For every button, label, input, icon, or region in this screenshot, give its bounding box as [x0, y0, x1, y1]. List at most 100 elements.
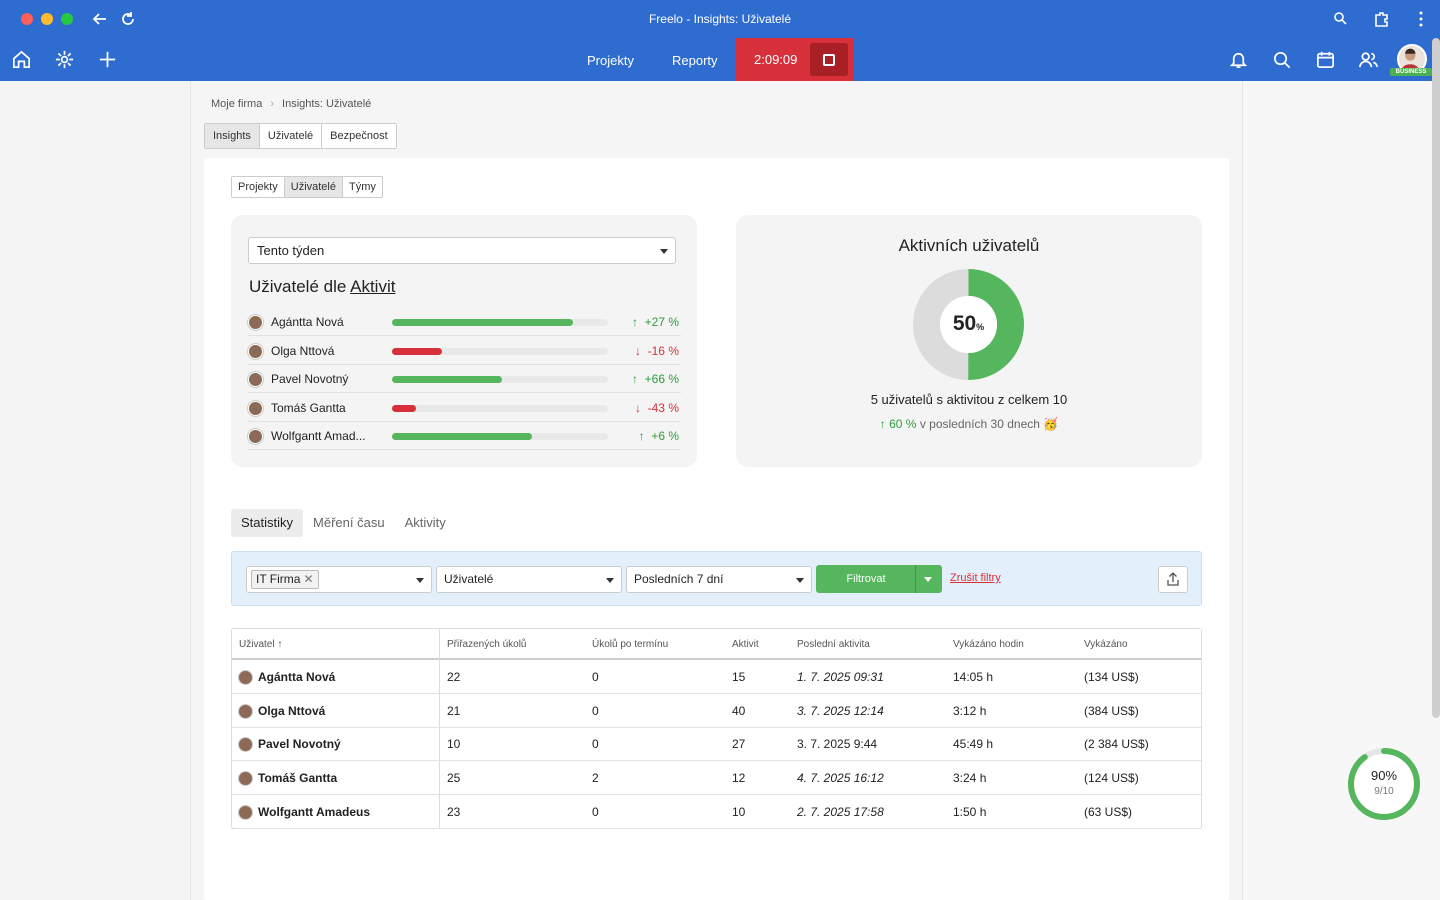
stats-tabs: Statistiky Měření času Aktivity: [231, 509, 456, 537]
cell-user[interactable]: Wolfgantt Amadeus: [258, 804, 371, 819]
insight-type-tabs: Projekty Uživatelé Týmy: [231, 176, 383, 198]
gear-icon[interactable]: [54, 49, 75, 70]
running-timer[interactable]: 2:09:09: [736, 38, 854, 81]
users-filter-select[interactable]: Uživatelé: [436, 566, 622, 593]
cell-amount: (63 US$): [1084, 804, 1133, 819]
activity-user-name[interactable]: Agántta Nová: [271, 315, 344, 329]
cell-user[interactable]: Olga Nttová: [258, 703, 326, 718]
chevron-down-icon: [660, 249, 668, 254]
export-button[interactable]: [1158, 566, 1188, 593]
calendar-icon[interactable]: [1315, 49, 1336, 70]
plus-icon[interactable]: [97, 49, 118, 70]
filter-dropdown-chevron-icon[interactable]: [924, 577, 932, 582]
col-amount-header[interactable]: Vykázáno: [1084, 639, 1128, 650]
activity-user-name[interactable]: Olga Nttová: [271, 343, 335, 358]
bell-icon[interactable]: [1228, 49, 1249, 70]
tab-statistics[interactable]: Statistiky: [231, 509, 304, 537]
activity-user-name[interactable]: Pavel Novotný: [271, 372, 349, 386]
activity-delta: ↑ +6 %: [609, 429, 679, 443]
filter-button[interactable]: Filtrovat: [816, 565, 942, 593]
filter-button-divider: [915, 565, 916, 593]
cell-last-activity: 4. 7. 2025 16:12: [797, 771, 884, 786]
cell-activities: 10: [732, 804, 746, 819]
col-assigned-header[interactable]: Přiřazených úkolů: [447, 639, 527, 650]
user-avatar-icon: [239, 671, 252, 684]
activity-user-name[interactable]: Wolfgantt Amad...: [271, 429, 366, 443]
stop-timer-button[interactable]: [810, 43, 848, 76]
zoom-window-button[interactable]: [61, 13, 73, 25]
close-window-button[interactable]: [21, 13, 33, 25]
clear-filters-link[interactable]: Zrušit filtry: [950, 572, 1001, 584]
activity-delta-value: +66 %: [644, 372, 679, 386]
col-activities-header[interactable]: Aktivit: [732, 639, 759, 650]
zoom-magnifier-icon[interactable]: [1331, 9, 1351, 29]
tab-insight-users[interactable]: Uživatelé: [284, 177, 343, 197]
user-stats-table: Uživatel ↑ Přiřazených úkolů Úkolů po te…: [231, 628, 1202, 829]
col-last-activity-header[interactable]: Poslední aktivita: [797, 639, 870, 650]
user-column-divider: [439, 629, 440, 828]
period-filter-select[interactable]: Posledních 7 dní: [626, 566, 812, 593]
onboarding-progress-badge[interactable]: 90% 9/10: [1347, 747, 1421, 821]
reload-icon[interactable]: [118, 9, 138, 29]
activity-user-row: Tomáš Gantta ↓ -43 %: [248, 394, 681, 422]
company-chip: IT Firma ✕: [251, 570, 319, 589]
cell-overdue: 0: [592, 804, 599, 819]
cell-overdue: 0: [592, 703, 599, 718]
tab-activities[interactable]: Aktivity: [404, 515, 446, 530]
minimize-window-button[interactable]: [41, 13, 53, 25]
nav-reports-link[interactable]: Reporty: [672, 53, 718, 68]
tab-time-tracking[interactable]: Měření času: [313, 515, 385, 530]
arrow-down-icon: ↓: [634, 400, 641, 415]
period-filter-value: Posledních 7 dní: [634, 572, 724, 586]
cell-hours: 14:05 h: [953, 670, 994, 684]
cell-user[interactable]: Agántta Nová: [258, 670, 336, 684]
back-arrow-icon[interactable]: [90, 9, 110, 29]
donut-active-arc: [913, 269, 1024, 380]
col-overdue-header[interactable]: Úkolů po termínu: [592, 639, 669, 650]
extensions-icon[interactable]: [1372, 9, 1392, 29]
home-icon[interactable]: [11, 49, 32, 70]
col-hours-header[interactable]: Vykázáno hodin: [953, 639, 1024, 650]
breadcrumb: Moje firma › Insights: Uživatelé: [211, 98, 371, 110]
col-user-header[interactable]: Uživatel ↑: [239, 639, 283, 650]
cell-assigned: 21: [447, 703, 461, 718]
user-avatar-icon: [239, 738, 252, 752]
tab-insights[interactable]: Insights: [205, 124, 260, 148]
more-vertical-icon[interactable]: [1411, 9, 1431, 29]
breadcrumb-current: Insights: Uživatelé: [282, 98, 372, 110]
company-filter-select[interactable]: IT Firma ✕: [246, 566, 432, 593]
nav-projects-link[interactable]: Projekty: [587, 53, 634, 68]
chip-remove-icon[interactable]: ✕: [303, 572, 314, 586]
cell-assigned: 25: [447, 771, 461, 786]
cell-user[interactable]: Tomáš Gantta: [258, 771, 338, 786]
share-export-icon: [1167, 572, 1179, 586]
tab-security[interactable]: Bezpečnost: [330, 130, 388, 142]
donut-hole: [940, 296, 997, 353]
breadcrumb-root[interactable]: Moje firma: [211, 98, 263, 110]
tab-teams[interactable]: Týmy: [349, 181, 376, 193]
activity-delta: ↓ -43 %: [609, 401, 679, 415]
cell-last-activity: 1. 7. 2025 09:31: [797, 670, 884, 684]
activity-user-row: Pavel Novotný ↑ +66 %: [248, 365, 681, 393]
stop-icon: [823, 53, 835, 66]
business-badge: BUSINESS: [1390, 68, 1432, 76]
activity-bar-fill: [392, 347, 442, 355]
period-select[interactable]: Tento týden: [248, 237, 676, 264]
arrow-up-icon: ↑: [631, 315, 638, 329]
tab-projects[interactable]: Projekty: [232, 177, 285, 197]
filter-bar: IT Firma ✕ Uživatelé Posledních 7 dní Fil…: [231, 551, 1202, 606]
section-tabs: Insights Uživatelé Bezpečnost: [204, 123, 397, 149]
activity-user-name[interactable]: Tomáš Gantta: [271, 400, 346, 415]
page-scrollbar[interactable]: [1432, 38, 1440, 718]
table-row: Olga Nttová 21 0 40 3. 7. 2025 12:14 3:12 h (3…: [232, 694, 1201, 728]
users-icon[interactable]: [1358, 49, 1379, 70]
cell-overdue: 2: [592, 771, 599, 786]
cell-user[interactable]: Pavel Novotný: [258, 737, 341, 752]
arrow-up-icon: ↑: [631, 372, 638, 386]
user-avatar-icon: [248, 400, 263, 416]
table-row: Wolfgantt Amadeus 23 0 10 2. 7. 2025 17:58 1:…: [232, 795, 1201, 829]
search-icon[interactable]: [1271, 49, 1292, 70]
activity-bar-track: [392, 347, 608, 355]
activity-title-link[interactable]: Aktivit: [350, 277, 396, 296]
tab-users[interactable]: Uživatelé: [260, 124, 323, 148]
